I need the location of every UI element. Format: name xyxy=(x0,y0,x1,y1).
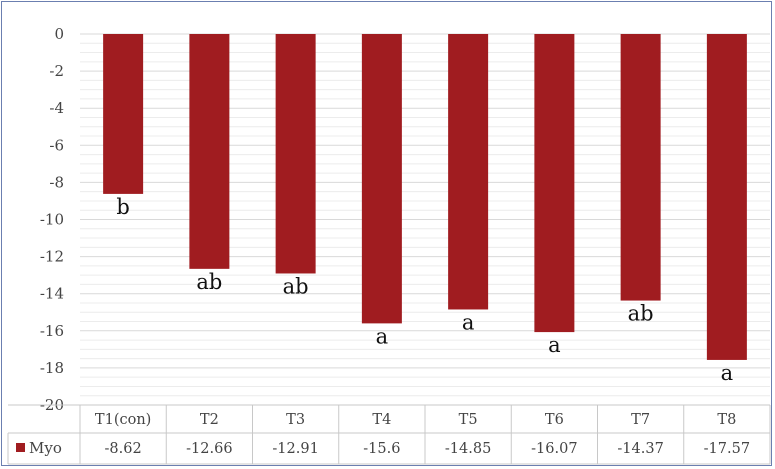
significance-label: a xyxy=(548,333,561,357)
value-label: -12.66 xyxy=(186,441,232,457)
y-tick-label: -16 xyxy=(40,322,64,340)
category-label: T1(con) xyxy=(95,412,151,428)
y-tick-label: -10 xyxy=(40,211,64,229)
significance-label: a xyxy=(462,310,475,334)
category-label: T4 xyxy=(372,412,391,428)
gridlines xyxy=(80,33,770,406)
bars: b ab ab a a a ab a xyxy=(103,34,747,385)
bar xyxy=(534,34,575,333)
y-tick-label: -14 xyxy=(40,285,64,303)
significance-label: ab xyxy=(196,270,222,294)
y-tick-label: -12 xyxy=(40,248,64,266)
bar xyxy=(275,34,316,274)
bar xyxy=(189,34,230,269)
category-label: T3 xyxy=(286,412,305,428)
significance-label: ab xyxy=(628,302,654,326)
y-tick-label: -18 xyxy=(40,359,64,377)
y-tick-label: 0 xyxy=(54,25,64,43)
significance-label: a xyxy=(721,361,734,385)
y-tick-label: -2 xyxy=(49,62,64,80)
significance-label: a xyxy=(376,324,389,348)
value-label: -14.37 xyxy=(617,441,663,457)
significance-label: ab xyxy=(283,274,309,298)
value-label: -14.85 xyxy=(445,441,491,457)
value-label: -12.91 xyxy=(272,441,318,457)
legend-swatch xyxy=(16,443,25,452)
y-tick-label: -4 xyxy=(49,99,64,117)
value-label: -17.57 xyxy=(704,441,750,457)
value-label: -16.07 xyxy=(531,441,577,457)
legend-label: Myo xyxy=(29,439,62,457)
y-tick-label: -6 xyxy=(49,136,64,154)
category-label: T2 xyxy=(200,412,219,428)
value-label: -8.62 xyxy=(105,441,142,457)
category-label: T7 xyxy=(631,412,650,428)
category-label: T5 xyxy=(459,412,478,428)
value-label: -15.6 xyxy=(363,441,400,457)
significance-label: b xyxy=(116,195,129,219)
bar xyxy=(706,34,747,360)
y-tick-label: -8 xyxy=(49,173,64,191)
bar xyxy=(103,34,144,194)
data-table: T1(con) T2 T3 T4 T5 T6 T7 T8 Myo -8.62 -12.66 -12.9… xyxy=(7,404,771,465)
category-label: T8 xyxy=(717,412,736,428)
bar xyxy=(448,34,489,310)
bar xyxy=(361,34,402,324)
category-label: T6 xyxy=(545,412,564,428)
bar xyxy=(620,34,661,301)
y-axis: 0-2-4-6-8-10-12-14-16-18-20 xyxy=(40,25,64,414)
